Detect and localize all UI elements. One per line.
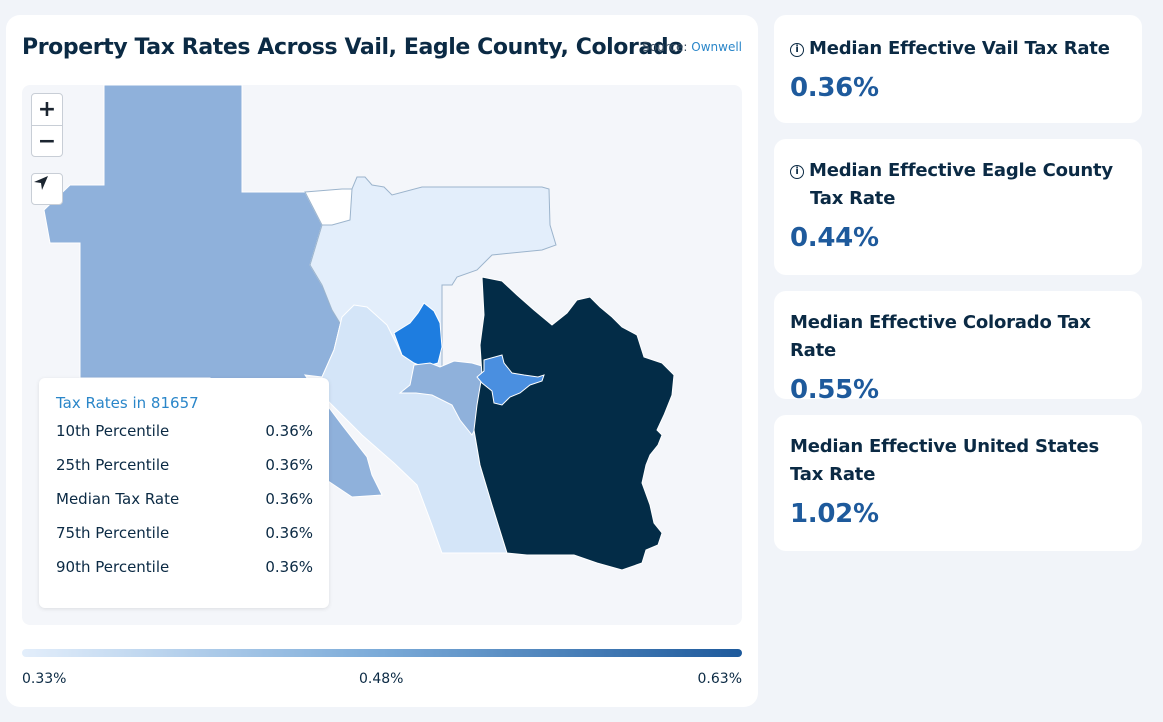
legend-row-value: 0.36% bbox=[265, 490, 313, 508]
scale-min-label: 0.33% bbox=[22, 671, 67, 687]
vail-rate-label: i Median Effective Vail Tax Rate bbox=[790, 35, 1126, 63]
plus-icon: + bbox=[37, 97, 57, 122]
legend-row-value: 0.36% bbox=[265, 558, 313, 576]
region-bright-north[interactable] bbox=[393, 302, 443, 368]
legend-row-label: 90th Percentile bbox=[56, 558, 170, 576]
us-rate-label: Median Effective United States Tax Rate bbox=[790, 436, 1100, 485]
legend-row: Median Tax Rate 0.36% bbox=[56, 490, 313, 524]
eagle-county-rate-value: 0.44% bbox=[790, 223, 879, 253]
page-title: Property Tax Rates Across Vail, Eagle Co… bbox=[22, 35, 683, 60]
legend-row-label: 25th Percentile bbox=[56, 456, 170, 474]
eagle-county-rate-card: i Median Effective Eagle County Tax Rate … bbox=[774, 139, 1142, 275]
legend-row: 25th Percentile 0.36% bbox=[56, 456, 313, 490]
source-attribution: Source: Ownwell bbox=[642, 40, 742, 54]
vail-rate-card: i Median Effective Vail Tax Rate 0.36% bbox=[774, 15, 1142, 123]
color-scale-bar bbox=[22, 649, 742, 657]
locate-button[interactable] bbox=[31, 173, 63, 205]
tax-rates-legend: Tax Rates in 81657 10th Percentile 0.36%… bbox=[39, 378, 329, 608]
zoom-controls: + − bbox=[31, 93, 63, 157]
zoom-in-button[interactable]: + bbox=[32, 94, 62, 125]
legend-row: 10th Percentile 0.36% bbox=[56, 422, 313, 456]
eagle-county-rate-label: i Median Effective Eagle County Tax Rate bbox=[790, 157, 1126, 213]
region-north-small[interactable] bbox=[304, 188, 353, 226]
legend-row: 90th Percentile 0.36% bbox=[56, 558, 313, 592]
legend-row-label: Median Tax Rate bbox=[56, 490, 180, 508]
tax-map-card: Property Tax Rates Across Vail, Eagle Co… bbox=[6, 15, 758, 707]
colorado-rate-label: Median Effective Colorado Tax Rate bbox=[790, 312, 1091, 361]
vail-rate-value: 0.36% bbox=[790, 73, 879, 103]
legend-title: Tax Rates in 81657 bbox=[56, 394, 199, 412]
us-rate-card: Median Effective United States Tax Rate … bbox=[774, 415, 1142, 551]
source-prefix: Source: bbox=[642, 40, 692, 54]
colorado-rate-value: 0.55% bbox=[790, 375, 879, 405]
legend-row-value: 0.36% bbox=[265, 524, 313, 542]
source-link[interactable]: Ownwell bbox=[691, 40, 742, 54]
region-east[interactable] bbox=[473, 276, 675, 571]
colorado-rate-card: Median Effective Colorado Tax Rate 0.55% bbox=[774, 291, 1142, 405]
map-container[interactable]: + − Tax Rates in 81657 10th Percentile 0… bbox=[22, 85, 742, 625]
info-icon[interactable]: i bbox=[790, 43, 804, 57]
navigation-arrow-icon bbox=[34, 176, 48, 190]
scale-mid-label: 0.48% bbox=[359, 671, 404, 687]
legend-row-label: 75th Percentile bbox=[56, 524, 170, 542]
scale-max-label: 0.63% bbox=[697, 671, 742, 687]
us-rate-value: 1.02% bbox=[790, 499, 879, 529]
info-icon[interactable]: i bbox=[790, 165, 804, 179]
minus-icon: − bbox=[37, 128, 57, 154]
legend-row-value: 0.36% bbox=[265, 456, 313, 474]
legend-row-value: 0.36% bbox=[265, 422, 313, 440]
region-vail-81657[interactable] bbox=[476, 354, 545, 406]
zoom-out-button[interactable]: − bbox=[32, 125, 62, 156]
legend-row-label: 10th Percentile bbox=[56, 422, 170, 440]
legend-row: 75th Percentile 0.36% bbox=[56, 524, 313, 558]
